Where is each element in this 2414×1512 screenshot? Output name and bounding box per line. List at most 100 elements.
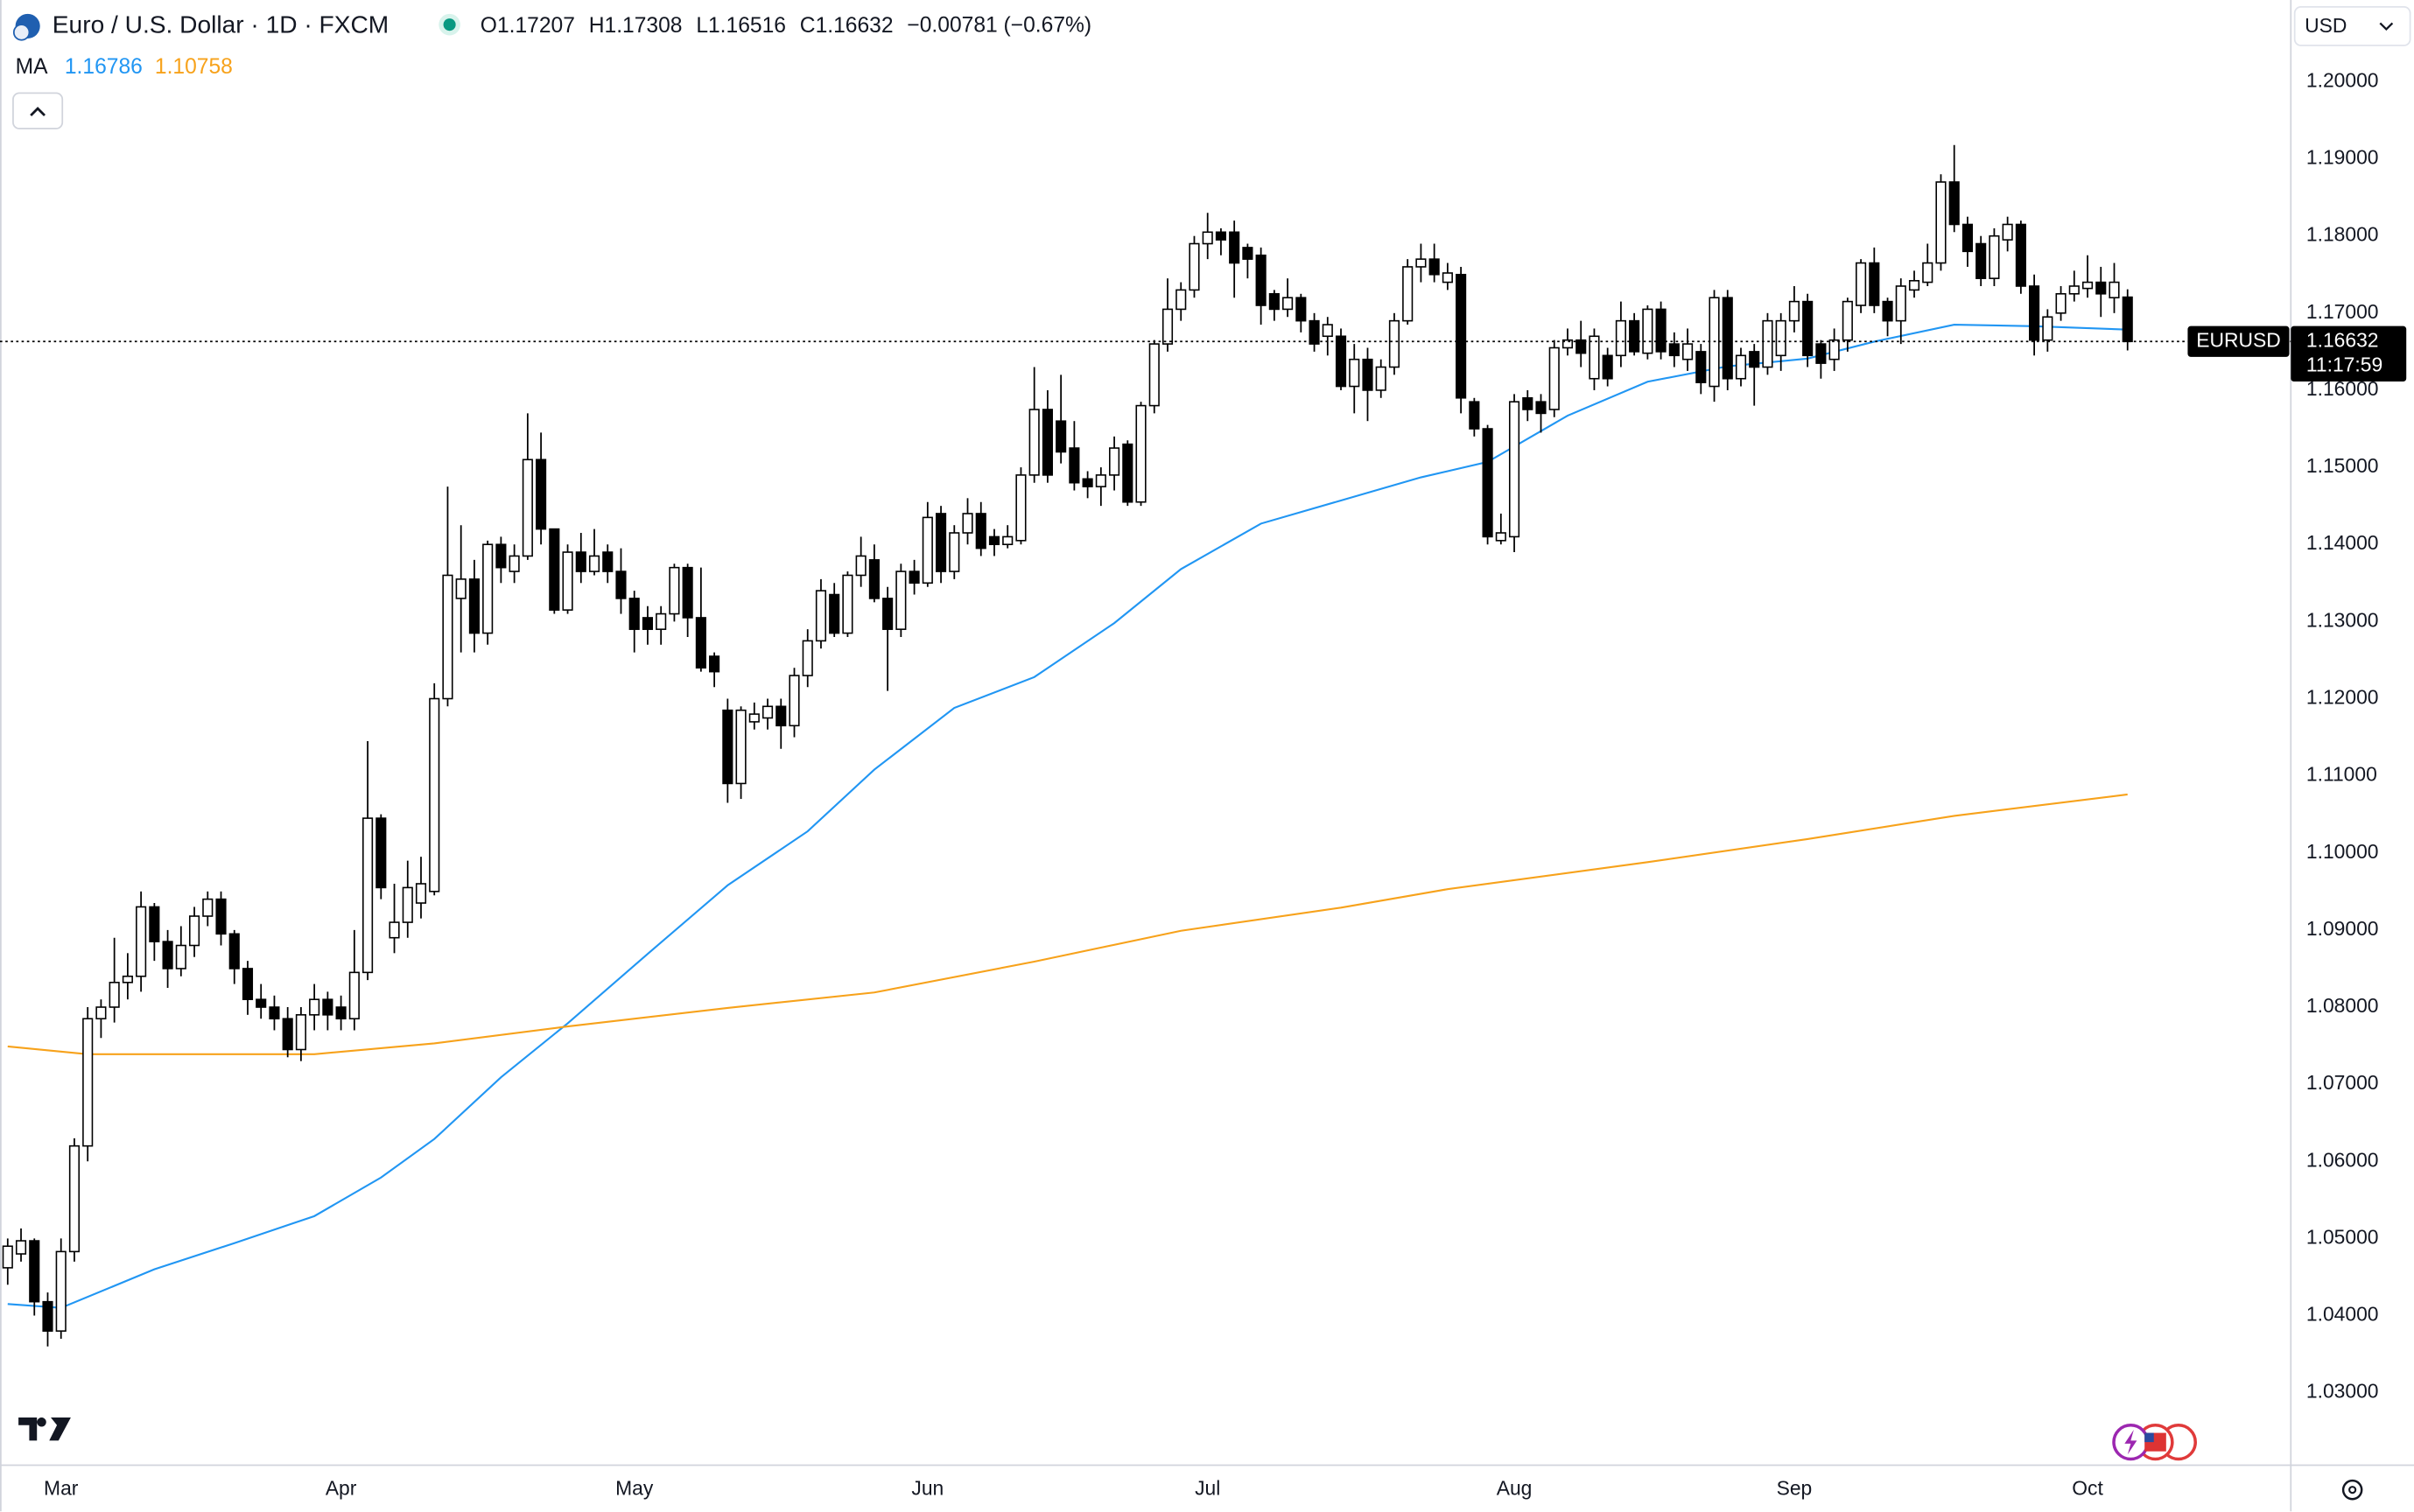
x-tick-label: Jun (911, 1477, 944, 1500)
event-icons[interactable] (2112, 1424, 2197, 1461)
candle-body (868, 559, 880, 599)
market-status-dot (443, 18, 456, 32)
candle-body (895, 570, 907, 630)
settings-icon[interactable] (2341, 1479, 2363, 1501)
candle-body (1882, 300, 1893, 322)
candle-body (375, 817, 387, 889)
collapse-button[interactable] (12, 92, 64, 130)
candle-body (2, 1245, 13, 1269)
candle-body (1815, 343, 1827, 364)
ohlc-value: 1.17308 (605, 13, 683, 37)
candle-body (468, 578, 480, 634)
candle-body (962, 513, 973, 534)
candle-body (695, 617, 706, 669)
candle-body (2122, 296, 2133, 343)
candle-body (1002, 536, 1014, 546)
y-tick-label: 1.03000 (2306, 1380, 2379, 1403)
candle-body (1589, 335, 1600, 380)
candle-body (1469, 401, 1480, 430)
candle-body (2109, 281, 2120, 298)
candle-body (1735, 354, 1747, 380)
candle-body (1602, 354, 1613, 380)
candle-body (1295, 297, 1307, 322)
candle-body (1322, 324, 1333, 338)
candle-body (2068, 285, 2080, 295)
candle-body (1015, 474, 1027, 542)
candle-body (842, 574, 853, 634)
candle-body (722, 709, 733, 785)
candle-body (55, 1250, 67, 1332)
candle-body (1442, 272, 1453, 284)
candle-body (1522, 396, 1533, 410)
y-tick-label: 1.04000 (2306, 1303, 2379, 1326)
candle-body (1788, 300, 1800, 322)
indicator-values: 1.16786 1.10758 (65, 55, 233, 79)
candle-body (122, 975, 133, 984)
candle-body (242, 968, 254, 1000)
candle-body (1056, 420, 1067, 453)
price-tag: 1.16632 (2306, 328, 2379, 351)
candle-body (402, 886, 413, 923)
candle-body (1775, 319, 1786, 357)
indicator-value: 1.10758 (155, 55, 233, 79)
candle-body (1762, 319, 1773, 368)
candle-body (256, 998, 267, 1008)
candle-body (1095, 474, 1106, 487)
candle-body (2015, 223, 2026, 287)
candle-body (282, 1018, 293, 1051)
candle-body (748, 713, 760, 723)
candle-body (815, 590, 827, 642)
candle-body (509, 555, 520, 572)
candle-body (1042, 409, 1053, 476)
candle-body (269, 1006, 280, 1020)
candle-body (1161, 308, 1174, 345)
candle-body (1695, 351, 1707, 383)
candle-body (802, 640, 813, 676)
candle-body (188, 915, 200, 947)
candle-body (775, 705, 787, 727)
symbol-title: Euro / U.S. Dollar · 1D · FXCM (53, 10, 389, 38)
candle-body (1548, 346, 1560, 410)
candle-body (1935, 181, 1947, 264)
candle-body (1642, 308, 1653, 354)
candle-body (522, 458, 533, 557)
candle-body (1069, 447, 1080, 484)
candle-body (909, 570, 920, 584)
candle-body (455, 578, 467, 599)
indicator-name[interactable]: MA (16, 55, 48, 79)
candle-body (2055, 293, 2067, 314)
candle-body (1828, 339, 1840, 360)
candle-body (1428, 258, 1440, 276)
candle-body (1229, 231, 1240, 264)
candle-body (656, 612, 667, 630)
candle-body (1749, 351, 1760, 368)
tradingview-logo[interactable] (18, 1417, 71, 1441)
candle-body (588, 555, 600, 572)
y-tick-label: 1.17000 (2306, 300, 2379, 323)
candle-body (789, 675, 800, 727)
candle-body (735, 709, 747, 785)
candle-body (1362, 358, 1373, 391)
candle-body (855, 555, 867, 577)
candle-body (442, 574, 453, 700)
candle-body (1375, 366, 1386, 391)
x-tick-label: Oct (2072, 1477, 2103, 1500)
candle-body (175, 944, 186, 970)
candle-body (2042, 316, 2053, 341)
candle-body (575, 551, 586, 572)
ohlc-value: 1.16632 (816, 13, 894, 37)
candle-body (136, 906, 147, 977)
candle-body (1615, 319, 1626, 357)
ohlc-legend: O1.17207 H1.17308 L1.16516 C1.16632 (481, 13, 894, 37)
candle-body (15, 1240, 27, 1255)
y-tick-label: 1.18000 (2306, 223, 2379, 246)
candle-body (1908, 280, 1920, 291)
candle-body (1122, 443, 1133, 503)
candle-body (1802, 300, 1814, 357)
candle-body (1535, 401, 1547, 415)
candle-body (322, 998, 333, 1016)
candle-body (149, 906, 160, 942)
currency-selector[interactable]: USD (2293, 6, 2411, 46)
candle-body (1629, 319, 1640, 353)
